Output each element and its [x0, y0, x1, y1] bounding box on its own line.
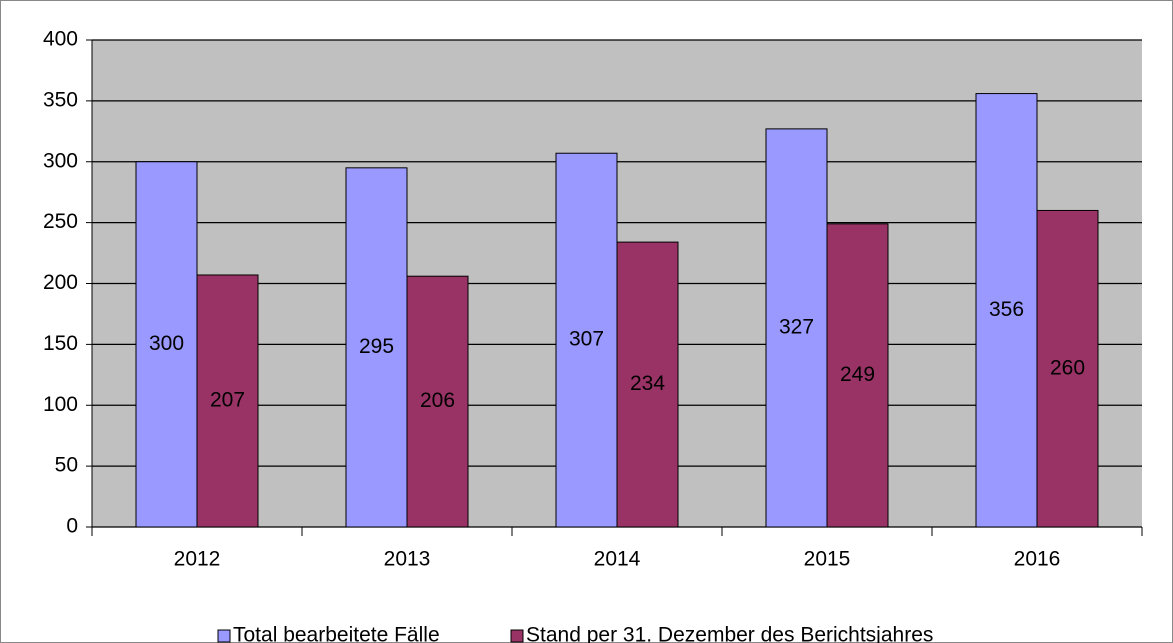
- bar: [826, 223, 889, 528]
- data-label: 356: [989, 298, 1024, 321]
- bar: [1036, 209, 1099, 528]
- x-tick-label: 2013: [384, 548, 431, 571]
- data-label: 307: [569, 328, 604, 351]
- legend-swatch: [217, 629, 231, 643]
- bar: [765, 128, 828, 528]
- data-label: 260: [1050, 356, 1085, 379]
- data-label: 300: [149, 332, 184, 355]
- legend-label: Total bearbeitete Fälle: [233, 624, 440, 643]
- x-tick-label: 2015: [804, 548, 851, 571]
- data-label: 249: [840, 363, 875, 386]
- y-tick-label: 0: [66, 515, 78, 538]
- y-tick-label: 300: [43, 149, 78, 172]
- bar: [616, 241, 679, 528]
- x-tick-label: 2014: [594, 548, 641, 571]
- legend-label: Stand per 31. Dezember des Berichtsjahre…: [526, 624, 933, 643]
- data-label: 207: [210, 389, 245, 412]
- data-label: 295: [359, 335, 394, 358]
- y-tick-label: 400: [43, 28, 78, 51]
- data-label: 327: [779, 315, 814, 338]
- bar: [345, 167, 408, 528]
- y-tick-label: 150: [43, 332, 78, 355]
- data-label: 234: [630, 372, 665, 395]
- x-tick-label: 2012: [174, 548, 221, 571]
- y-tick-label: 50: [55, 454, 78, 477]
- y-tick-label: 200: [43, 271, 78, 294]
- bar: [406, 275, 469, 528]
- legend-swatch: [510, 629, 524, 643]
- x-tick-label: 2016: [1014, 548, 1061, 571]
- y-tick-label: 100: [43, 393, 78, 416]
- y-tick-label: 250: [43, 210, 78, 233]
- bar: [196, 274, 259, 528]
- y-tick-label: 350: [43, 88, 78, 111]
- bar: [975, 93, 1038, 528]
- data-label: 206: [420, 389, 455, 412]
